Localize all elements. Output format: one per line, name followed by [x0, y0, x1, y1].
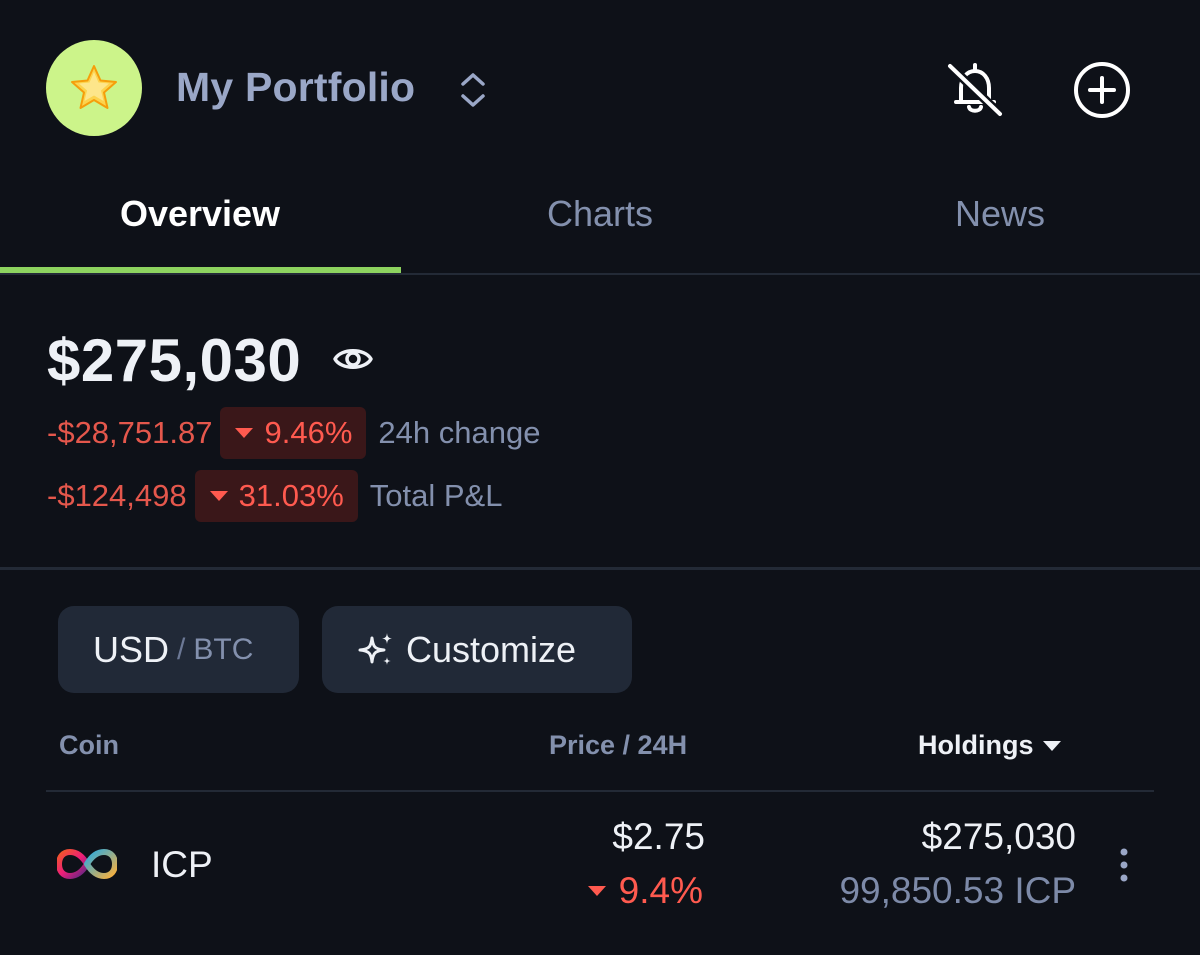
- currency-separator: /: [177, 632, 186, 666]
- coin-name: ICP: [151, 844, 213, 885]
- change-24h-amount: -$28,751.87: [47, 415, 213, 450]
- currency-secondary: BTC: [193, 632, 254, 666]
- column-header-holdings[interactable]: Holdings: [918, 730, 1062, 761]
- customize-button[interactable]: Customize: [322, 606, 632, 693]
- total-pnl-percent: 31.03%: [238, 478, 344, 513]
- section-divider: [0, 567, 1200, 570]
- coin-price: $2.75: [612, 816, 705, 857]
- customize-label: Customize: [406, 628, 577, 670]
- column-header-price[interactable]: Price / 24H: [549, 730, 688, 760]
- change-24h-badge: 9.46%: [220, 407, 367, 459]
- coin-price-change: 9.4%: [587, 870, 703, 912]
- tab-news[interactable]: News: [954, 193, 1046, 234]
- caret-down-icon: [587, 886, 606, 896]
- caret-down-icon: [235, 428, 254, 438]
- star-icon: [71, 65, 117, 109]
- table-header-divider: [46, 790, 1154, 792]
- holding-amount: 99,850.53 ICP: [839, 870, 1076, 911]
- tab-bar: Overview Charts News: [0, 175, 1200, 275]
- eye-icon[interactable]: [332, 342, 374, 376]
- icp-logo-icon: [57, 848, 117, 880]
- total-pnl-label: Total P&L: [369, 478, 503, 513]
- holding-value: $275,030: [921, 816, 1076, 857]
- change-24h-row: -$28,751.87 9.46% 24h change: [47, 407, 540, 459]
- sparkle-icon: [358, 632, 392, 665]
- tab-charts[interactable]: Charts: [546, 193, 654, 234]
- holdings-header-label: Holdings: [918, 730, 1034, 760]
- portfolio-avatar[interactable]: [46, 40, 142, 136]
- more-vertical-icon[interactable]: [1116, 847, 1132, 883]
- chevron-up-down-icon[interactable]: [458, 70, 488, 110]
- portfolio-balance: $275,030: [47, 327, 302, 394]
- active-tab-indicator: [0, 267, 401, 273]
- bell-off-icon[interactable]: [944, 60, 1006, 120]
- currency-toggle-button[interactable]: USD / BTC: [58, 606, 299, 693]
- sort-caret-down-icon: [1042, 740, 1061, 751]
- total-pnl-amount: -$124,498: [47, 478, 187, 513]
- currency-primary: USD: [93, 628, 170, 670]
- portfolio-header: My Portfolio: [0, 0, 1200, 175]
- tab-overview[interactable]: Overview: [119, 193, 281, 234]
- total-pnl-row: -$124,498 31.03% Total P&L: [47, 470, 502, 522]
- total-pnl-badge: 31.03%: [194, 470, 358, 522]
- column-header-coin[interactable]: Coin: [59, 730, 119, 760]
- change-24h-label: 24h change: [378, 415, 541, 450]
- change-24h-percent: 9.46%: [264, 415, 353, 450]
- portfolio-title[interactable]: My Portfolio: [176, 64, 416, 110]
- plus-circle-icon[interactable]: [1072, 60, 1132, 120]
- caret-down-icon: [209, 491, 228, 501]
- coin-change-percent: 9.4%: [618, 870, 703, 911]
